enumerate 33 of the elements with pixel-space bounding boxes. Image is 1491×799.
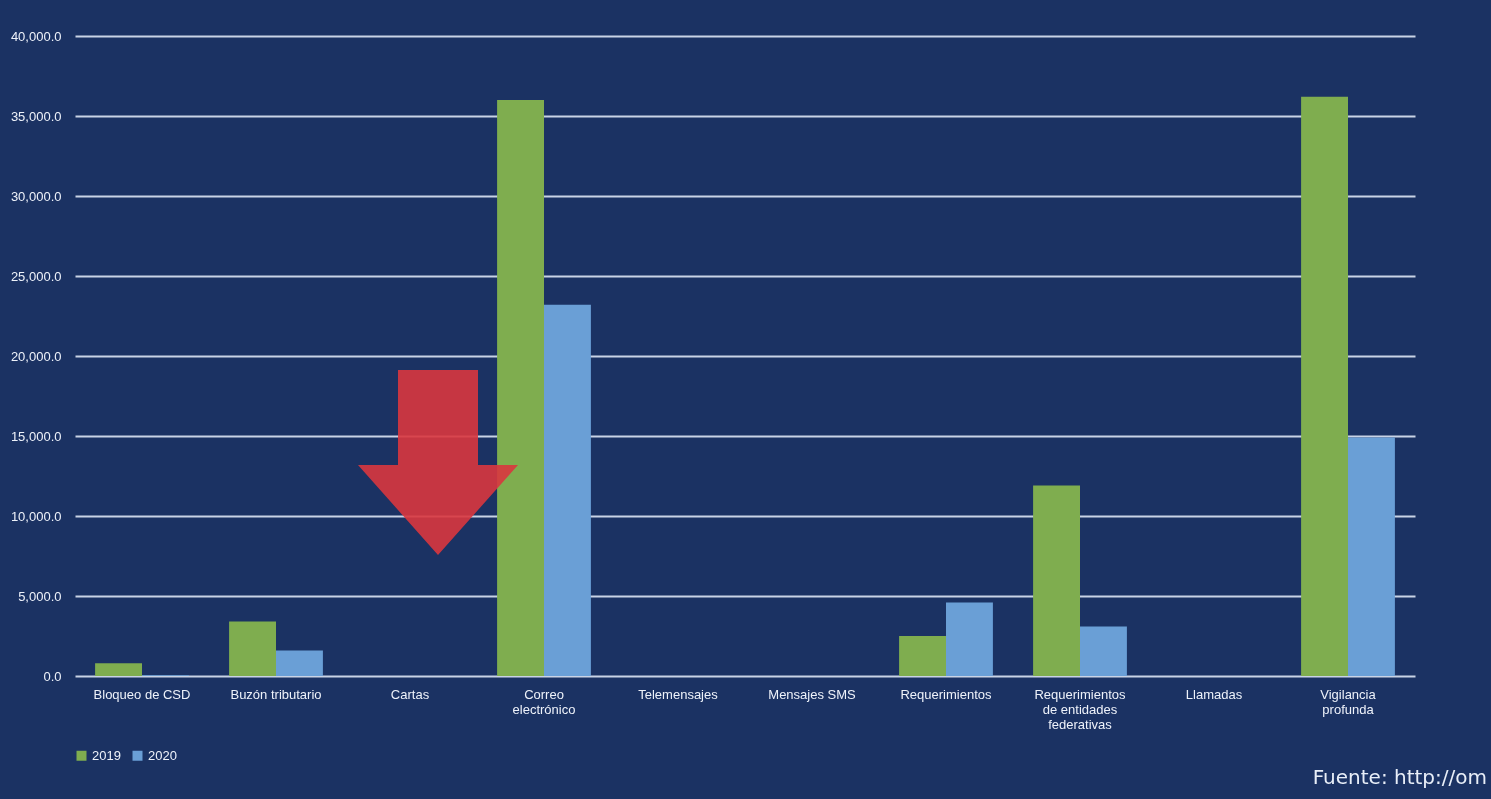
legend-label: 2020 [148,747,177,763]
x-tick-label: Llamadas [1185,686,1243,702]
bar [1033,485,1080,676]
y-tick-label: 40,000.0 [10,28,62,44]
x-tick-label: Mensajes SMS [768,686,857,702]
y-tick-label: 15,000.0 [10,428,62,444]
y-tick-label: 0.0 [43,668,62,684]
bar [1348,437,1395,676]
x-tick-label: Correo electrónico [512,686,576,717]
y-tick-label: 35,000.0 [10,108,62,124]
bar [544,304,591,676]
x-tick-label: Bloqueo de CSD [93,686,191,702]
bar [899,636,946,676]
x-tick-label: Requerimientos [900,686,993,702]
bar [1301,96,1348,676]
x-tick-label: Vigilancia profunda [1320,686,1377,717]
x-tick-label: Cartas [390,686,430,702]
legend-label: 2019 [92,747,121,763]
y-tick-label: 5,000.0 [18,588,62,604]
bar [497,100,544,676]
y-tick-label: 30,000.0 [10,188,62,204]
bar [946,602,993,676]
y-tick-label: 10,000.0 [10,508,62,524]
bar [229,621,276,676]
source-note: Fuente: http://om [1312,765,1487,789]
bar [276,650,323,676]
bar [1080,626,1127,676]
bar [95,663,142,676]
y-tick-label: 25,000.0 [10,268,62,284]
x-tick-label: Telemensajes [638,686,719,702]
x-tick-label: Buzón tributario [230,686,322,702]
y-tick-label: 20,000.0 [10,348,62,364]
x-tick-label: Requerimientos de entidades federativas [1034,686,1127,732]
